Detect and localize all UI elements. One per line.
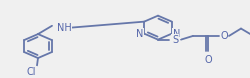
Text: N: N [173, 29, 180, 39]
Text: S: S [172, 35, 178, 45]
Text: O: O [220, 31, 228, 41]
Text: Cl: Cl [26, 67, 36, 77]
Text: N: N [136, 29, 143, 39]
Text: NH: NH [56, 23, 72, 33]
Text: O: O [204, 55, 212, 65]
